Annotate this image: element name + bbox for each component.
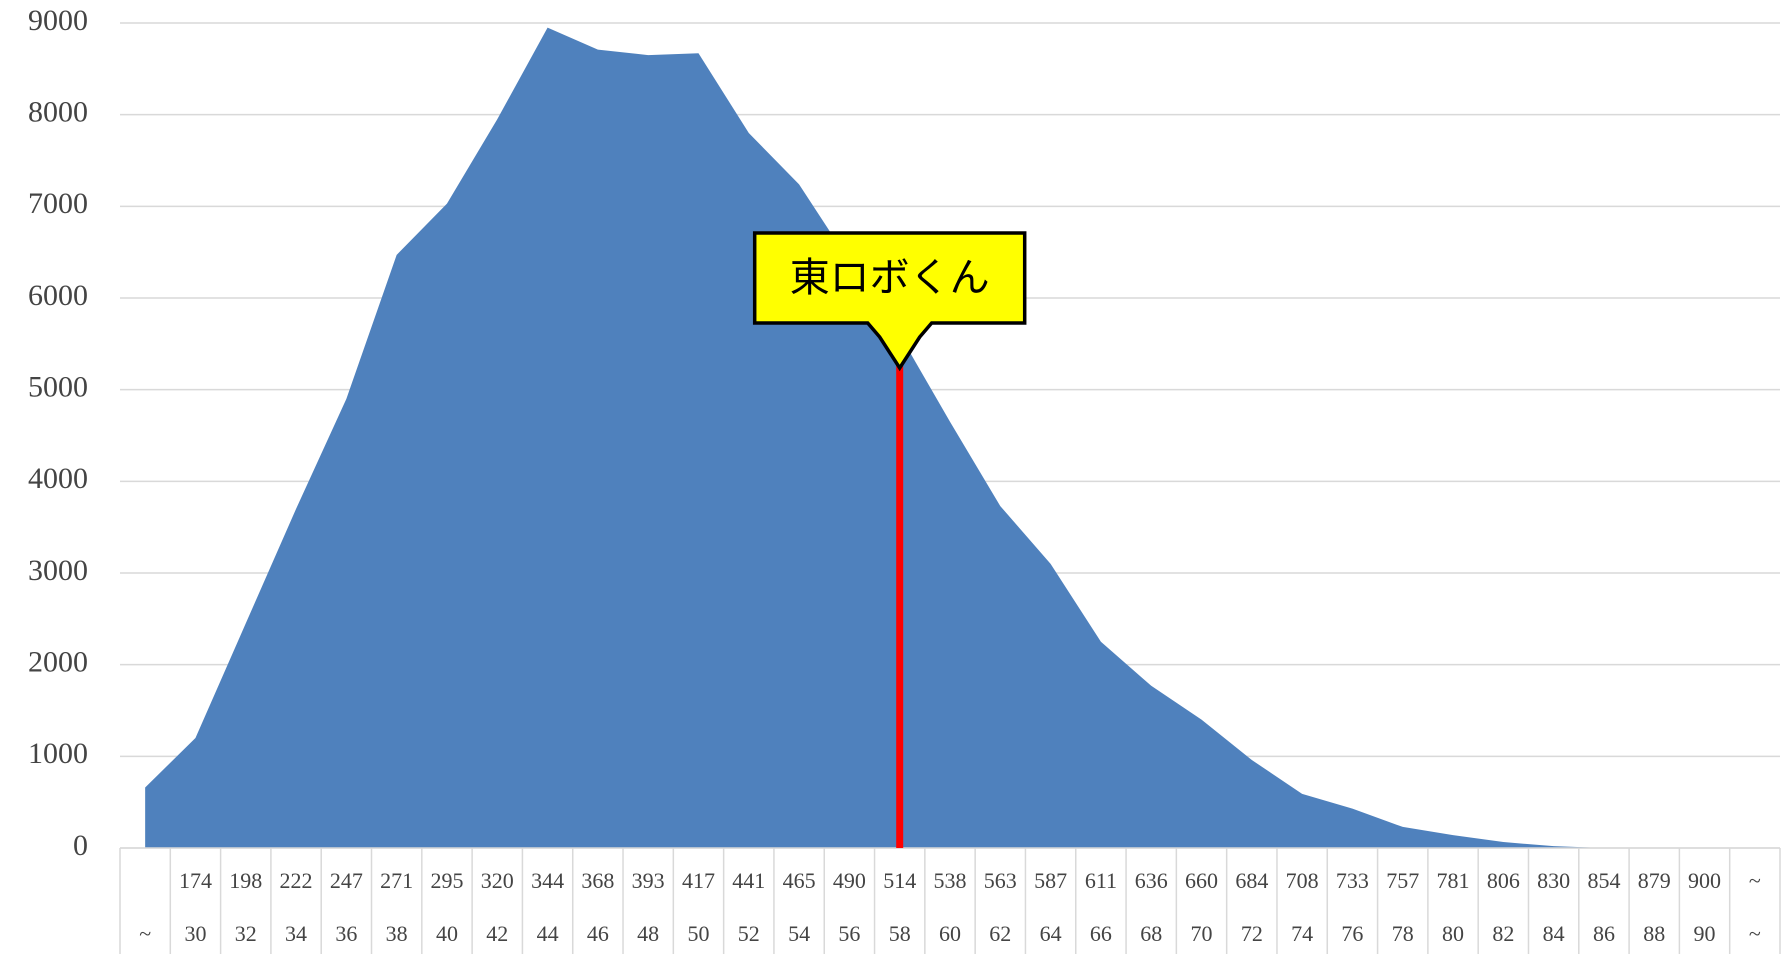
x-tick-sublabel: 64 (1040, 921, 1062, 946)
annotation-text: 東ロボくん (790, 255, 990, 301)
x-tick-sublabel: 86 (1593, 921, 1615, 946)
x-tick-sublabel: 48 (637, 921, 659, 946)
x-tick-sublabel: 56 (838, 921, 860, 946)
x-tick-sublabel: 32 (235, 921, 257, 946)
x-tick-label: 757 (1386, 868, 1419, 893)
x-tick-label: 344 (531, 868, 564, 893)
x-tick-label: 879 (1638, 868, 1671, 893)
x-tick-label: ~ (1749, 868, 1761, 893)
x-tick-label: 465 (783, 868, 816, 893)
x-tick-label: 854 (1587, 868, 1620, 893)
x-tick-sublabel: 60 (939, 921, 961, 946)
x-tick-label: 271 (380, 868, 413, 893)
x-tick-label: 247 (330, 868, 363, 893)
x-tick-label: 660 (1185, 868, 1218, 893)
x-tick-label: 222 (280, 868, 313, 893)
x-tick-sublabel: 58 (889, 921, 911, 946)
x-tick-sublabel: 52 (738, 921, 760, 946)
x-tick-sublabel: 82 (1492, 921, 1514, 946)
x-tick-sublabel: 34 (285, 921, 307, 946)
x-tick-label: 611 (1085, 868, 1117, 893)
x-tick-sublabel: 40 (436, 921, 458, 946)
y-tick-label: 2000 (28, 646, 88, 679)
x-tick-sublabel: 46 (587, 921, 609, 946)
x-tick-label: 198 (229, 868, 262, 893)
x-tick-sublabel: 68 (1140, 921, 1162, 946)
y-tick-label: 3000 (28, 554, 88, 587)
y-tick-label: 8000 (28, 96, 88, 129)
x-tick-sublabel: 76 (1341, 921, 1363, 946)
x-tick-sublabel: 36 (335, 921, 357, 946)
x-tick-label: 781 (1437, 868, 1470, 893)
x-tick-sublabel: 70 (1191, 921, 1213, 946)
y-tick-label: 4000 (28, 462, 88, 495)
y-tick-label: 9000 (28, 4, 88, 37)
x-tick-sublabel: 84 (1543, 921, 1565, 946)
x-tick-label: 368 (581, 868, 614, 893)
x-tick-sublabel: 72 (1241, 921, 1263, 946)
x-tick-sublabel: ~ (139, 921, 151, 946)
x-tick-sublabel: 80 (1442, 921, 1464, 946)
x-tick-sublabel: 38 (386, 921, 408, 946)
area (145, 27, 1755, 849)
x-tick-sublabel: ~ (1749, 921, 1761, 946)
x-tick-sublabel: 54 (788, 921, 810, 946)
x-tick-sublabel: 50 (687, 921, 709, 946)
x-tick-sublabel: 42 (486, 921, 508, 946)
y-tick-label: 0 (73, 829, 88, 862)
x-tick-label: 174 (179, 868, 212, 893)
x-tick-label: 295 (430, 868, 463, 893)
y-tick-label: 6000 (28, 279, 88, 312)
x-tick-label: 806 (1487, 868, 1520, 893)
x-tick-label: 708 (1286, 868, 1319, 893)
x-tick-sublabel: 88 (1643, 921, 1665, 946)
x-tick-sublabel: 66 (1090, 921, 1112, 946)
x-tick-label: 320 (481, 868, 514, 893)
x-tick-label: 538 (934, 868, 967, 893)
x-tick-label: 587 (1034, 868, 1067, 893)
annotation-callout (752, 231, 1027, 372)
x-tick-sublabel: 78 (1392, 921, 1414, 946)
x-tick-label: 441 (732, 868, 765, 893)
x-tick-sublabel: 90 (1694, 921, 1716, 946)
y-tick-label: 7000 (28, 187, 88, 220)
x-tick-label: 900 (1688, 868, 1721, 893)
x-tick-label: 563 (984, 868, 1017, 893)
y-tick-label: 1000 (28, 737, 88, 770)
x-tick-label: 733 (1336, 868, 1369, 893)
x-tick-sublabel: 44 (537, 921, 559, 946)
y-tick-label: 5000 (28, 371, 88, 404)
x-tick-label: 514 (883, 868, 916, 893)
x-tick-label: 393 (632, 868, 665, 893)
x-tick-label: 417 (682, 868, 715, 893)
x-tick-sublabel: 62 (989, 921, 1011, 946)
x-tick-sublabel: 30 (184, 921, 206, 946)
x-tick-sublabel: 74 (1291, 921, 1313, 946)
x-tick-label: 684 (1235, 868, 1268, 893)
x-tick-label: 636 (1135, 868, 1168, 893)
x-tick-label: 830 (1537, 868, 1570, 893)
x-tick-label: 490 (833, 868, 866, 893)
